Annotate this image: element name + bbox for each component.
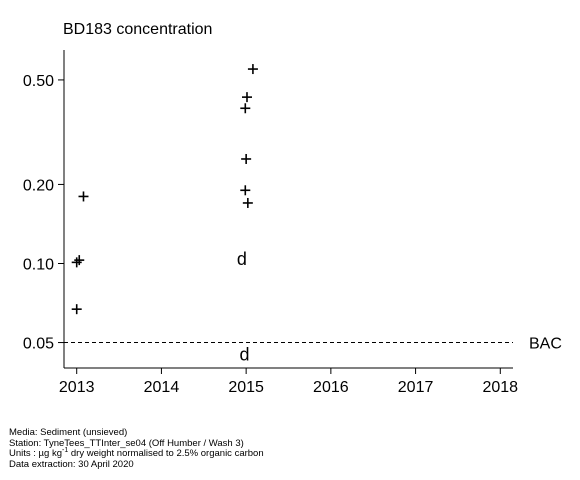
caption-extraction: Data extraction: 30 April 2020 (9, 458, 134, 470)
caption: Media: Sediment (unsieved) Station: Tyne… (9, 427, 264, 470)
caption-units: Units : µg kg-1 dry weight normalised to… (9, 447, 264, 460)
y-tick-label: 0.20 (23, 177, 54, 194)
data-point-plus (78, 191, 89, 202)
y-tick-label: 0.50 (23, 73, 54, 90)
chart: BD183 concentration 0.05 0.10 0.20 0.50 2013… (23, 21, 562, 396)
data-point-plus (240, 185, 251, 196)
data-points: dd (71, 64, 258, 365)
y-tick-label: 0.10 (23, 256, 54, 273)
data-point-plus (242, 197, 253, 208)
x-tick-label: 2018 (482, 379, 518, 396)
data-point-plus (71, 304, 82, 315)
chart-title: BD183 concentration (63, 21, 212, 38)
data-point-plus (74, 255, 85, 266)
data-point-plus (71, 257, 82, 268)
data-point-plus (241, 92, 252, 103)
x-tick-label: 2014 (144, 379, 180, 396)
y-tick-label: 0.05 (23, 336, 54, 353)
data-point-d: d (237, 249, 247, 269)
bac-label: BAC (529, 336, 562, 353)
data-point-plus (240, 103, 251, 114)
x-tick-label: 2015 (228, 379, 264, 396)
x-tick-label: 2013 (59, 379, 95, 396)
data-point-d: d (239, 345, 249, 365)
x-tick-label: 2017 (398, 379, 434, 396)
reference-lines: BAC (64, 336, 562, 353)
caption-units-suffix: dry weight normalised to 2.5% organic ca… (68, 448, 264, 459)
caption-media: Media: Sediment (unsieved) (9, 427, 128, 438)
data-point-plus (241, 153, 252, 164)
axes: 0.05 0.10 0.20 0.50 2013 2014 2015 2016 2017 2018 (23, 50, 518, 396)
caption-units-prefix: Units : µg kg (9, 448, 62, 459)
x-tick-label: 2016 (313, 379, 349, 396)
caption-station: Station: TyneTees_TTInter_se04 (Off Humb… (9, 437, 244, 449)
caption-units-sup: -1 (62, 447, 69, 454)
data-point-plus (247, 64, 258, 75)
